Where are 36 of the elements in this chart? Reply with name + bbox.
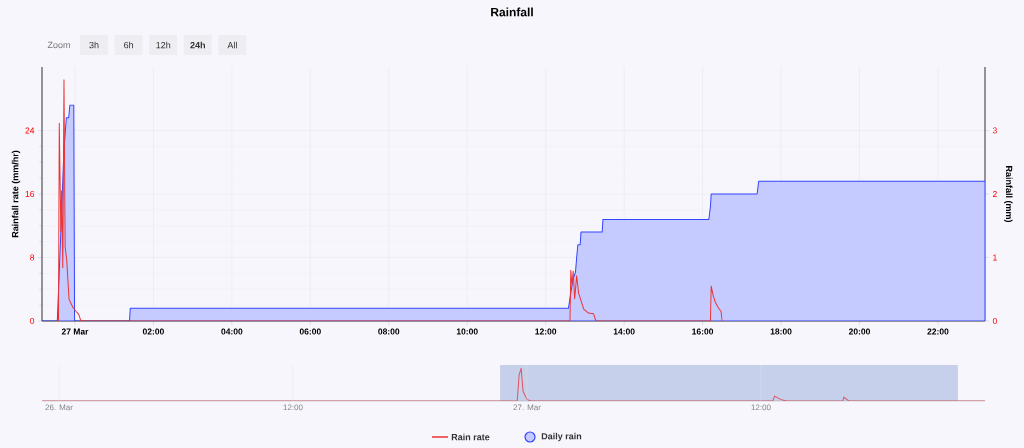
y-tick-label: 16: [25, 191, 35, 197]
legend-label: Daily rain: [541, 432, 582, 442]
x-tick-label: 10:00: [456, 328, 478, 335]
x-tick-label: 27. Mar: [513, 404, 541, 411]
x-tick-label: 16:00: [692, 328, 714, 335]
x-tick-label: 14:00: [613, 328, 635, 335]
x-tick-label: 26. Mar: [45, 404, 73, 411]
x-tick-label: 08:00: [378, 328, 400, 335]
x-tick-label: 04:00: [221, 328, 243, 335]
text: 12h: [156, 41, 171, 49]
y-tick-label: 24: [25, 127, 35, 134]
y2-tick-label: 1: [993, 254, 997, 261]
y-axis-title: Rainfall rate (mm/hr): [11, 150, 21, 238]
x-tick-label: 02:00: [142, 328, 164, 335]
legend-label: Rain rate: [451, 433, 490, 441]
x-tick-label: 12:00: [751, 404, 771, 411]
y2-tick-label: 2: [992, 191, 997, 197]
x-tick-label: 22:00: [927, 328, 949, 335]
line-series: [57, 79, 723, 321]
y2-axis-title: Rainfall (mm): [1004, 166, 1013, 223]
x-tick-label: 12:00: [283, 404, 303, 411]
x-tick-label: 20:00: [848, 328, 870, 335]
x-tick-label: 06:00: [299, 328, 321, 335]
text: Zoom: [47, 41, 70, 49]
x-tick-label: 18:00: [770, 328, 792, 335]
text: All: [227, 41, 237, 49]
y-tick-label: 8: [30, 254, 35, 261]
x-tick-label: 12:00: [535, 328, 557, 335]
text: 3h: [89, 41, 99, 49]
chart-title: Rainfall: [491, 7, 533, 17]
y2-tick-label: 3: [992, 127, 997, 134]
x-tick-label: 27 Mar: [61, 328, 89, 335]
text: 6h: [124, 41, 134, 49]
y2-tick-label: 0: [992, 318, 997, 324]
text: 24h: [190, 41, 205, 49]
y-tick-label: 0: [30, 318, 35, 324]
